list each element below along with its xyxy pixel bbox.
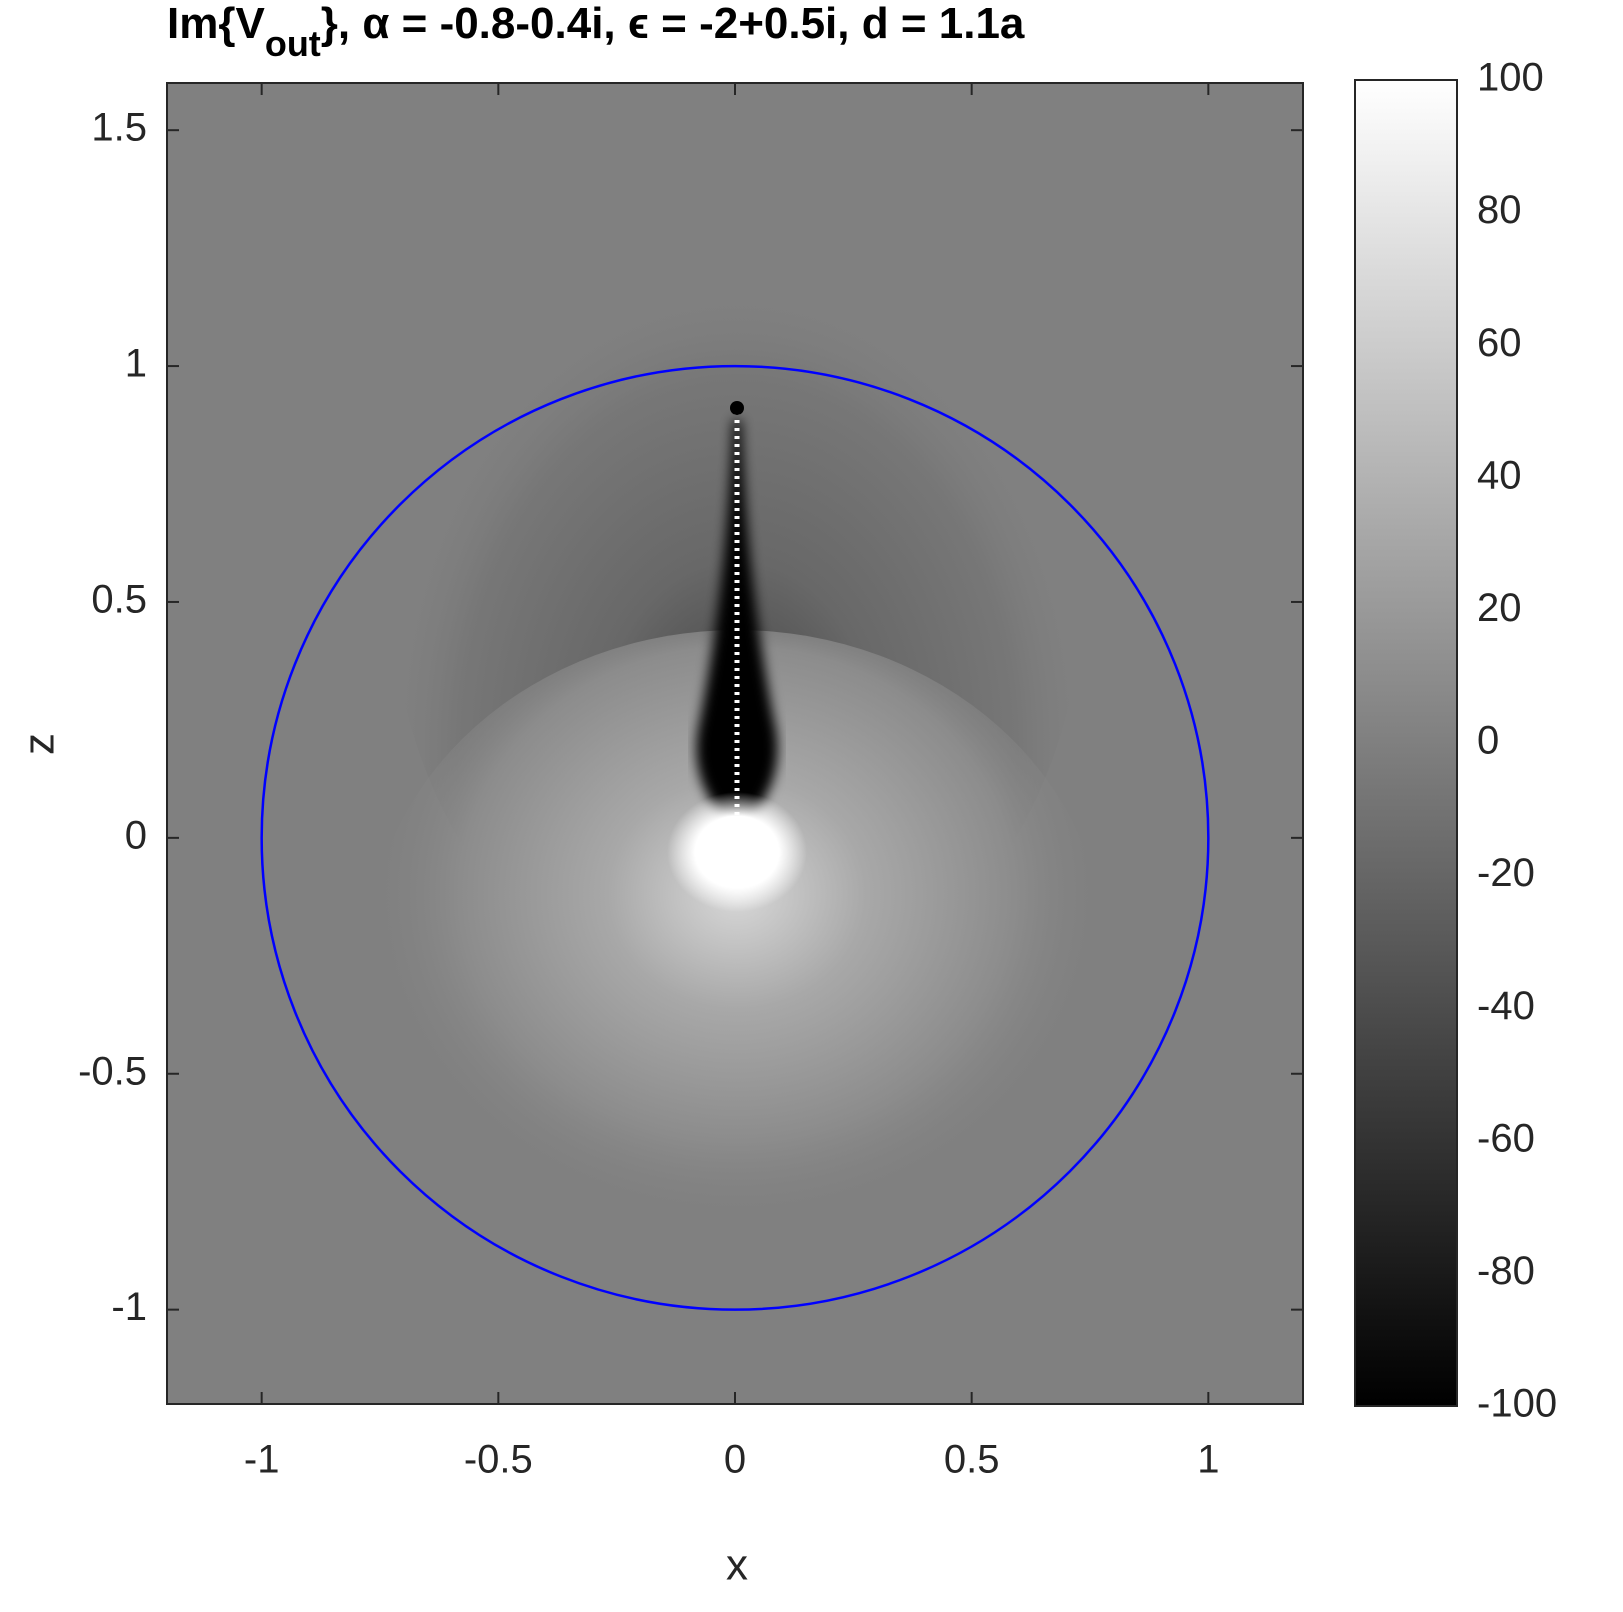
colorbar-tick-label: 0 — [1477, 719, 1499, 763]
chart-title: Im{Vout}, α = -0.8-0.4i, ϵ = -2+0.5i, d … — [167, 0, 1025, 64]
colorbar-tick-label: 80 — [1477, 188, 1522, 232]
y-tick-label: 0.5 — [91, 578, 147, 622]
x-axis-label: x — [726, 1541, 748, 1590]
y-tick-label: -0.5 — [78, 1049, 147, 1093]
title-subscript: out — [265, 23, 321, 64]
x-tick-label: -0.5 — [464, 1438, 533, 1482]
x-tick-label: 0 — [724, 1438, 746, 1482]
y-tick-label: 0 — [125, 813, 147, 857]
title-text: Im{V — [167, 0, 265, 48]
colorbar-tick-label: 40 — [1477, 453, 1522, 497]
colorbar-tick-label: -20 — [1477, 851, 1535, 895]
colorbar-tick-label: -60 — [1477, 1116, 1535, 1160]
heatmap — [167, 83, 1303, 1404]
positive-lobe — [367, 630, 1107, 1290]
x-tick-label: -1 — [244, 1438, 280, 1482]
y-tick-label: 1 — [125, 342, 147, 386]
colorbar-tick-label: -100 — [1477, 1382, 1557, 1426]
singular-endpoint — [730, 401, 744, 415]
y-axis-label: z — [15, 733, 64, 755]
colorbar-tick-label: 60 — [1477, 321, 1522, 365]
x-tick-label: 1 — [1197, 1438, 1219, 1482]
title-text: }, α = -0.8-0.4i, ϵ = -2+0.5i, d = 1.1a — [321, 0, 1025, 48]
y-tick-label: -1 — [111, 1285, 147, 1329]
colorbar-tick-label: -40 — [1477, 984, 1535, 1028]
positive-core — [667, 792, 807, 912]
unit-circle — [260, 364, 1210, 1311]
x-tick-label: 0.5 — [944, 1438, 1000, 1482]
y-tick-label: 1.5 — [91, 106, 147, 150]
colorbar-tick-label: 20 — [1477, 586, 1522, 630]
colorbar-tick-label: 100 — [1477, 56, 1544, 100]
colorbar — [1354, 79, 1458, 1407]
plot-frame — [166, 82, 1304, 1405]
singular-line — [696, 420, 778, 830]
colorbar-tick-label: -80 — [1477, 1249, 1535, 1293]
